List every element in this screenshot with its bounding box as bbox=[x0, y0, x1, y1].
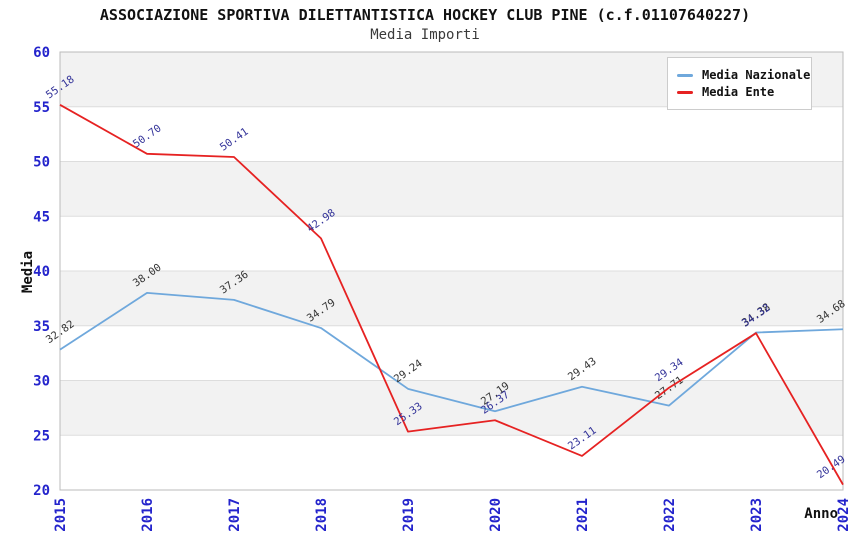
gridlines bbox=[60, 106, 843, 436]
y-axis-title: Media bbox=[20, 250, 36, 294]
svg-text:2018: 2018 bbox=[314, 498, 330, 532]
legend-swatch-media-nazionale-icon bbox=[677, 73, 693, 77]
svg-text:30: 30 bbox=[33, 374, 50, 390]
legend-item-media-ente: Media Ente bbox=[677, 85, 802, 99]
svg-text:50: 50 bbox=[33, 155, 50, 171]
svg-text:45: 45 bbox=[33, 209, 50, 225]
legend: Media Nazionale Media Ente bbox=[667, 57, 812, 110]
svg-text:55: 55 bbox=[33, 100, 50, 116]
x-axis-title: Anno bbox=[804, 506, 838, 522]
chart-subtitle: Media Importi bbox=[370, 27, 480, 43]
plot-frame bbox=[59, 51, 844, 491]
y-tick-labels: 60 55 50 45 40 35 30 25 20 bbox=[33, 45, 50, 499]
svg-text:2023: 2023 bbox=[749, 498, 765, 532]
svg-text:40: 40 bbox=[33, 264, 50, 280]
legend-label-media-nazionale: Media Nazionale bbox=[702, 68, 811, 82]
legend-swatch-media-ente-icon bbox=[677, 90, 693, 94]
svg-text:35: 35 bbox=[33, 319, 50, 335]
plot-bands bbox=[60, 52, 843, 490]
svg-text:2021: 2021 bbox=[575, 498, 591, 532]
chart-title: ASSOCIAZIONE SPORTIVA DILETTANTISTICA HO… bbox=[99, 6, 751, 24]
legend-label-media-ente: Media Ente bbox=[702, 85, 775, 99]
series-line-1 bbox=[59, 103, 844, 486]
svg-text:60: 60 bbox=[33, 45, 50, 61]
svg-text:2015: 2015 bbox=[53, 498, 69, 532]
x-tick-labels: 2015 2016 2017 2018 2019 2020 2021 2022 2023 2024 bbox=[53, 498, 850, 532]
svg-text:25: 25 bbox=[33, 428, 50, 444]
svg-text:2024: 2024 bbox=[836, 498, 850, 532]
svg-text:2019: 2019 bbox=[401, 498, 417, 532]
legend-item-media-nazionale: Media Nazionale bbox=[677, 68, 810, 82]
series-line-0 bbox=[59, 291, 844, 413]
svg-text:2020: 2020 bbox=[488, 498, 504, 532]
svg-text:2017: 2017 bbox=[227, 498, 243, 532]
svg-text:20: 20 bbox=[33, 483, 50, 499]
svg-text:2016: 2016 bbox=[140, 498, 156, 532]
svg-text:2022: 2022 bbox=[662, 498, 678, 532]
